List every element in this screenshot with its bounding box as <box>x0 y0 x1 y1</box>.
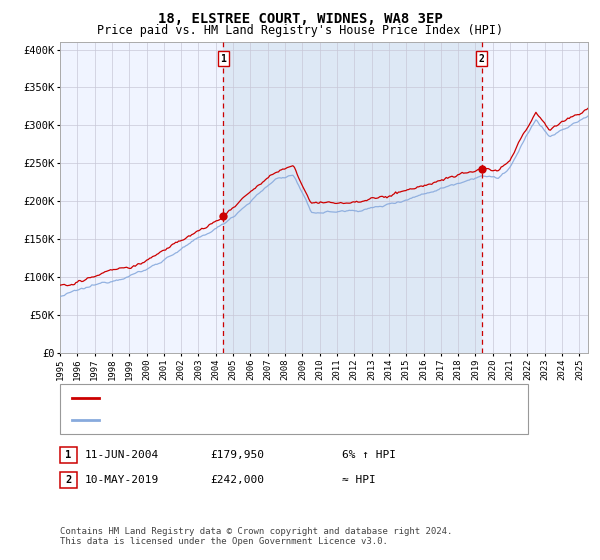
Text: 11-JUN-2004: 11-JUN-2004 <box>85 450 160 460</box>
Text: 2: 2 <box>65 475 71 485</box>
Text: £242,000: £242,000 <box>210 475 264 485</box>
Text: 2: 2 <box>479 54 485 64</box>
Text: 10-MAY-2019: 10-MAY-2019 <box>85 475 160 485</box>
Text: 1: 1 <box>65 450 71 460</box>
Text: HPI: Average price, detached house, Halton: HPI: Average price, detached house, Halt… <box>105 415 367 425</box>
Text: 6% ↑ HPI: 6% ↑ HPI <box>342 450 396 460</box>
Text: 1: 1 <box>220 54 226 64</box>
Text: Price paid vs. HM Land Registry's House Price Index (HPI): Price paid vs. HM Land Registry's House … <box>97 24 503 37</box>
Text: 18, ELSTREE COURT, WIDNES, WA8 3EP: 18, ELSTREE COURT, WIDNES, WA8 3EP <box>158 12 442 26</box>
Text: £179,950: £179,950 <box>210 450 264 460</box>
Text: ≈ HPI: ≈ HPI <box>342 475 376 485</box>
Text: Contains HM Land Registry data © Crown copyright and database right 2024.
This d: Contains HM Land Registry data © Crown c… <box>60 526 452 546</box>
Text: 18, ELSTREE COURT, WIDNES, WA8 3EP (detached house): 18, ELSTREE COURT, WIDNES, WA8 3EP (deta… <box>105 393 424 403</box>
